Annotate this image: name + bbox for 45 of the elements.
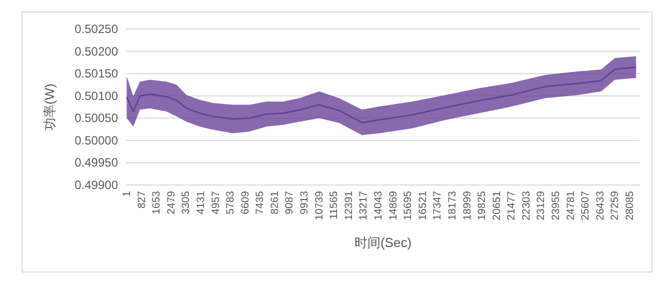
x-tick-label: 11565 [328,190,340,220]
x-tick-label: 15695 [402,190,414,220]
x-tick-label: 18173 [446,190,458,220]
x-tick-label: 27259 [609,190,622,220]
x-tick-label: 19825 [476,190,488,220]
y-tick-label: 0.50200 [74,44,118,58]
x-tick-label: 5783 [224,190,237,214]
y-tick-label: 0.50250 [74,22,118,36]
x-tick-label: 1653 [150,190,163,214]
x-tick-label: 13217 [358,190,370,220]
y-tick-label: 0.49900 [74,178,118,192]
x-axis-title: 时间(Sec) [354,235,412,250]
y-tick-label: 0.50000 [74,133,118,148]
x-tick-label: 14869 [387,190,400,220]
x-tick-label: 23129 [535,190,548,220]
x-tick-label: 2479 [165,190,178,214]
y-tick-label: 0.50100 [74,88,118,103]
x-tick-label: 7435 [254,190,266,214]
x-tick-label: 20651 [490,190,503,220]
x-tick-label: 10739 [313,190,326,220]
x-tick-label: 1 [121,190,133,197]
x-tick-label: 23955 [550,190,562,220]
x-tick-label: 9913 [298,190,311,214]
x-tick-label: 827 [136,190,148,209]
x-tick-label: 22303 [520,190,532,220]
y-tick-label: 0.49950 [74,156,118,170]
y-axis-title: 功率(W) [42,84,57,130]
x-tick-label: 3305 [180,190,192,214]
x-tick-label: 8261 [268,190,281,214]
x-tick-label: 28085 [624,190,636,220]
x-tick-label: 25607 [580,190,592,220]
x-tick-label: 14043 [372,190,384,220]
x-tick-label: 4131 [194,190,207,214]
y-tick-label: 0.50050 [74,111,118,126]
x-tick-label: 24781 [564,190,577,220]
x-tick-label: 6609 [239,190,252,214]
x-tick-label: 9087 [284,190,296,214]
x-tick-label: 12391 [342,190,355,220]
x-tick-label: 4957 [210,190,222,214]
x-tick-label: 16521 [416,190,429,220]
x-tick-label: 18999 [461,190,474,220]
x-tick-label: 21477 [506,190,518,220]
x-tick-label: 26433 [594,190,606,220]
x-tick-label: 17347 [432,190,444,220]
y-tick-label: 0.50150 [74,66,118,81]
